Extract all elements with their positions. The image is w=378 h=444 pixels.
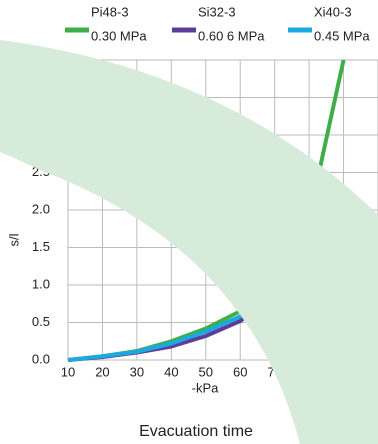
x-tick-label: 30 [130,364,144,379]
y-tick-label: 0.5 [32,314,50,329]
legend: Pi48-3 0.30 MPa Si32-3 0.60 6 MPa Xi40-3 0.45… [65,4,370,43]
y-tick-label: 1.5 [32,239,50,254]
y-tick-label: 2.0 [32,201,50,216]
y-tick-label: 0.0 [32,351,50,366]
x-tick-label: 10 [61,364,75,379]
x-tick-label: 20 [95,364,109,379]
caption: Evacuation time [139,423,253,440]
x-tick-label: 60 [233,364,247,379]
legend-label: Xi40-3 [314,4,352,19]
y-tick-label: 1.0 [32,276,50,291]
x-tick-label: 50 [199,364,213,379]
x-axis-label: -kPa [192,380,220,395]
overlay-shape [0,40,378,444]
legend-note: 0.30 MPa [91,28,147,43]
y-axis-label: s/l [6,233,21,246]
x-tick-label: 40 [164,364,178,379]
legend-label: Pi48-3 [91,4,129,19]
legend-note: 0.45 MPa [314,28,370,43]
legend-label: Si32-3 [198,4,236,19]
legend-note: 0.60 6 MPa [198,28,265,43]
